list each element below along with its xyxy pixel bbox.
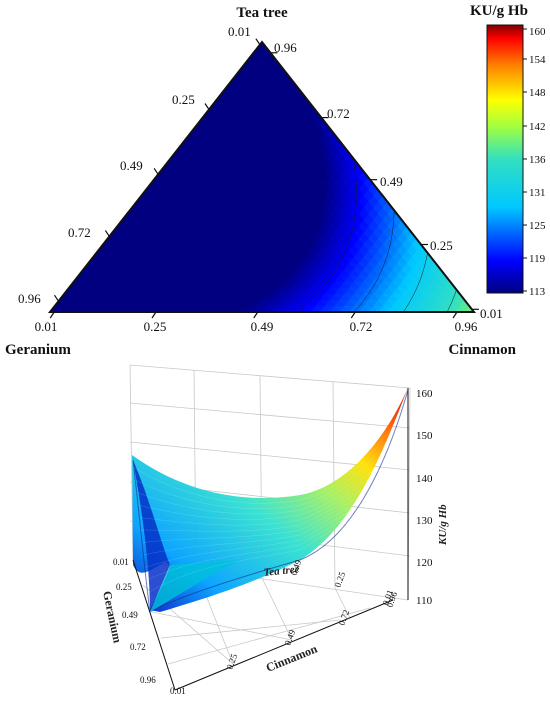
geranium-tick-2: 0.49 <box>122 610 138 620</box>
ternary-tick <box>53 294 59 302</box>
z-tick-3: 140 <box>416 473 433 485</box>
tick-left-0: 0.01 <box>228 24 251 39</box>
ternary-frame <box>47 40 477 313</box>
contour-line <box>403 252 428 312</box>
ternary-contour-lines <box>295 158 457 312</box>
z-tick-0: 110 <box>416 595 433 607</box>
mesh-line <box>136 422 407 515</box>
tick-bottom-1: 0.25 <box>144 319 167 334</box>
contour-line <box>353 210 395 312</box>
tick-left-3: 0.72 <box>68 225 91 240</box>
geranium-tick-3: 0.72 <box>130 642 146 652</box>
left-axis-line <box>132 559 176 691</box>
ternary-contour-plot: Tea tree Geranium Cinnamon 0.01 0.25 0.4… <box>5 5 517 358</box>
tick-right-1: 0.72 <box>327 106 350 121</box>
cinnamon-tick-3: 0.72 <box>336 608 351 626</box>
mesh-line <box>140 457 406 532</box>
teatree-axis-label: Tea tree <box>263 563 300 579</box>
colorbar-tick-0: 160 <box>529 26 546 38</box>
tick-left-1: 0.25 <box>172 92 195 107</box>
ternary-tick <box>255 38 261 46</box>
mesh-line <box>146 503 404 581</box>
cinnamon-axis-line <box>174 599 394 691</box>
tick-bottom-2: 0.49 <box>251 319 274 334</box>
contour-line <box>446 289 457 312</box>
z-tick-1: 120 <box>416 557 433 569</box>
ternary-tick-marks <box>49 38 479 319</box>
tick-right-2: 0.49 <box>380 174 403 189</box>
ternary-tick <box>104 230 110 237</box>
colorbar-tick-7: 119 <box>529 253 546 265</box>
mesh-line <box>139 446 407 526</box>
colorbar-ticks <box>523 28 527 292</box>
ternary-tick <box>253 311 259 319</box>
colorbar-gradient <box>486 24 524 294</box>
geranium-tick-4: 0.96 <box>140 675 156 685</box>
mesh-line <box>145 492 405 568</box>
cinnamon-tick-2: 0.49 <box>282 628 297 647</box>
colorbar-title: KU/g Hb <box>470 3 528 19</box>
ternary-tick <box>49 311 55 319</box>
ternary-contour-fill <box>50 42 474 312</box>
colorbar-tick-3: 142 <box>529 121 546 133</box>
surface-mesh-lines <box>133 399 408 593</box>
mesh-line <box>148 512 404 593</box>
geranium-tick-0: 0.01 <box>113 557 129 567</box>
corner-label-right: Cinnamon <box>448 342 516 358</box>
mesh-line <box>134 411 408 509</box>
tick-right-4: 0.01 <box>480 306 503 321</box>
geranium-tick-1: 0.25 <box>116 582 132 592</box>
z-tick-4: 150 <box>416 430 433 442</box>
colorbar-tick-1: 154 <box>529 54 546 66</box>
colorbar-tick-6: 125 <box>529 220 546 232</box>
corner-label-left: Geranium <box>5 342 71 358</box>
ternary-tick <box>153 167 159 175</box>
z-tick-5: 160 <box>416 388 433 400</box>
surface-patch <box>132 388 408 612</box>
cinnamon-tick-1: 0.25 <box>224 652 239 671</box>
mesh-line <box>137 434 407 520</box>
ternary-tick <box>452 311 458 319</box>
response-surface <box>132 388 409 613</box>
surface-front-edge <box>132 389 409 613</box>
tick-left-2: 0.49 <box>120 158 143 173</box>
mesh-line <box>142 469 406 543</box>
surface-3d-plot: 110 120 130 140 150 160 KU/g Hb 0.01 0.2… <box>100 364 449 696</box>
z-axis-label: KU/g Hb <box>437 504 449 546</box>
contour-line <box>295 158 357 312</box>
surface-floor-lobe <box>150 560 240 612</box>
colorbar-tick-4: 136 <box>529 154 546 166</box>
surface-lower-lobe <box>133 460 170 612</box>
ternary-tick <box>204 103 210 110</box>
tick-bottom-4: 0.96 <box>455 319 478 334</box>
cinnamon-tick-0: 0.01 <box>170 686 186 696</box>
colorbar: KU/g Hb 160 154 148 142 136 131 125 119 … <box>470 3 546 298</box>
tick-right-0: 0.96 <box>274 40 297 55</box>
corner-label-top: Tea tree <box>236 5 288 21</box>
colorbar-tick-8: 113 <box>529 286 546 298</box>
ternary-tick <box>350 311 356 319</box>
colorbar-tick-2: 148 <box>529 87 546 99</box>
ternary-tick <box>151 311 157 319</box>
tick-left-4: 0.96 <box>18 291 41 306</box>
z-tick-2: 130 <box>416 515 433 527</box>
tick-bottom-3: 0.72 <box>350 319 373 334</box>
colorbar-tick-5: 131 <box>529 187 546 199</box>
tick-right-3: 0.25 <box>430 238 453 253</box>
geranium-axis-label: Geranium <box>100 590 125 644</box>
mesh-line <box>133 399 408 504</box>
tick-bottom-0: 0.01 <box>35 319 58 334</box>
